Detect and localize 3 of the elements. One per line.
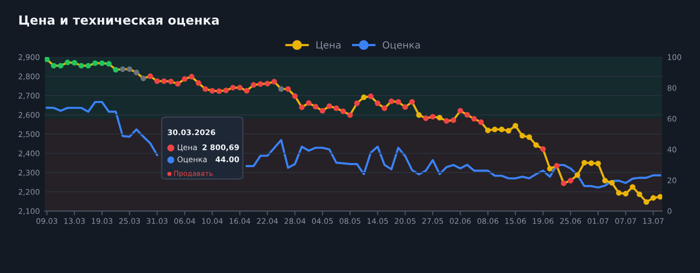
chart-title: Цена и техническая оценка (19, 15, 219, 27)
legend-label: Оценка (382, 41, 420, 50)
legend-label: Цена (316, 41, 340, 50)
